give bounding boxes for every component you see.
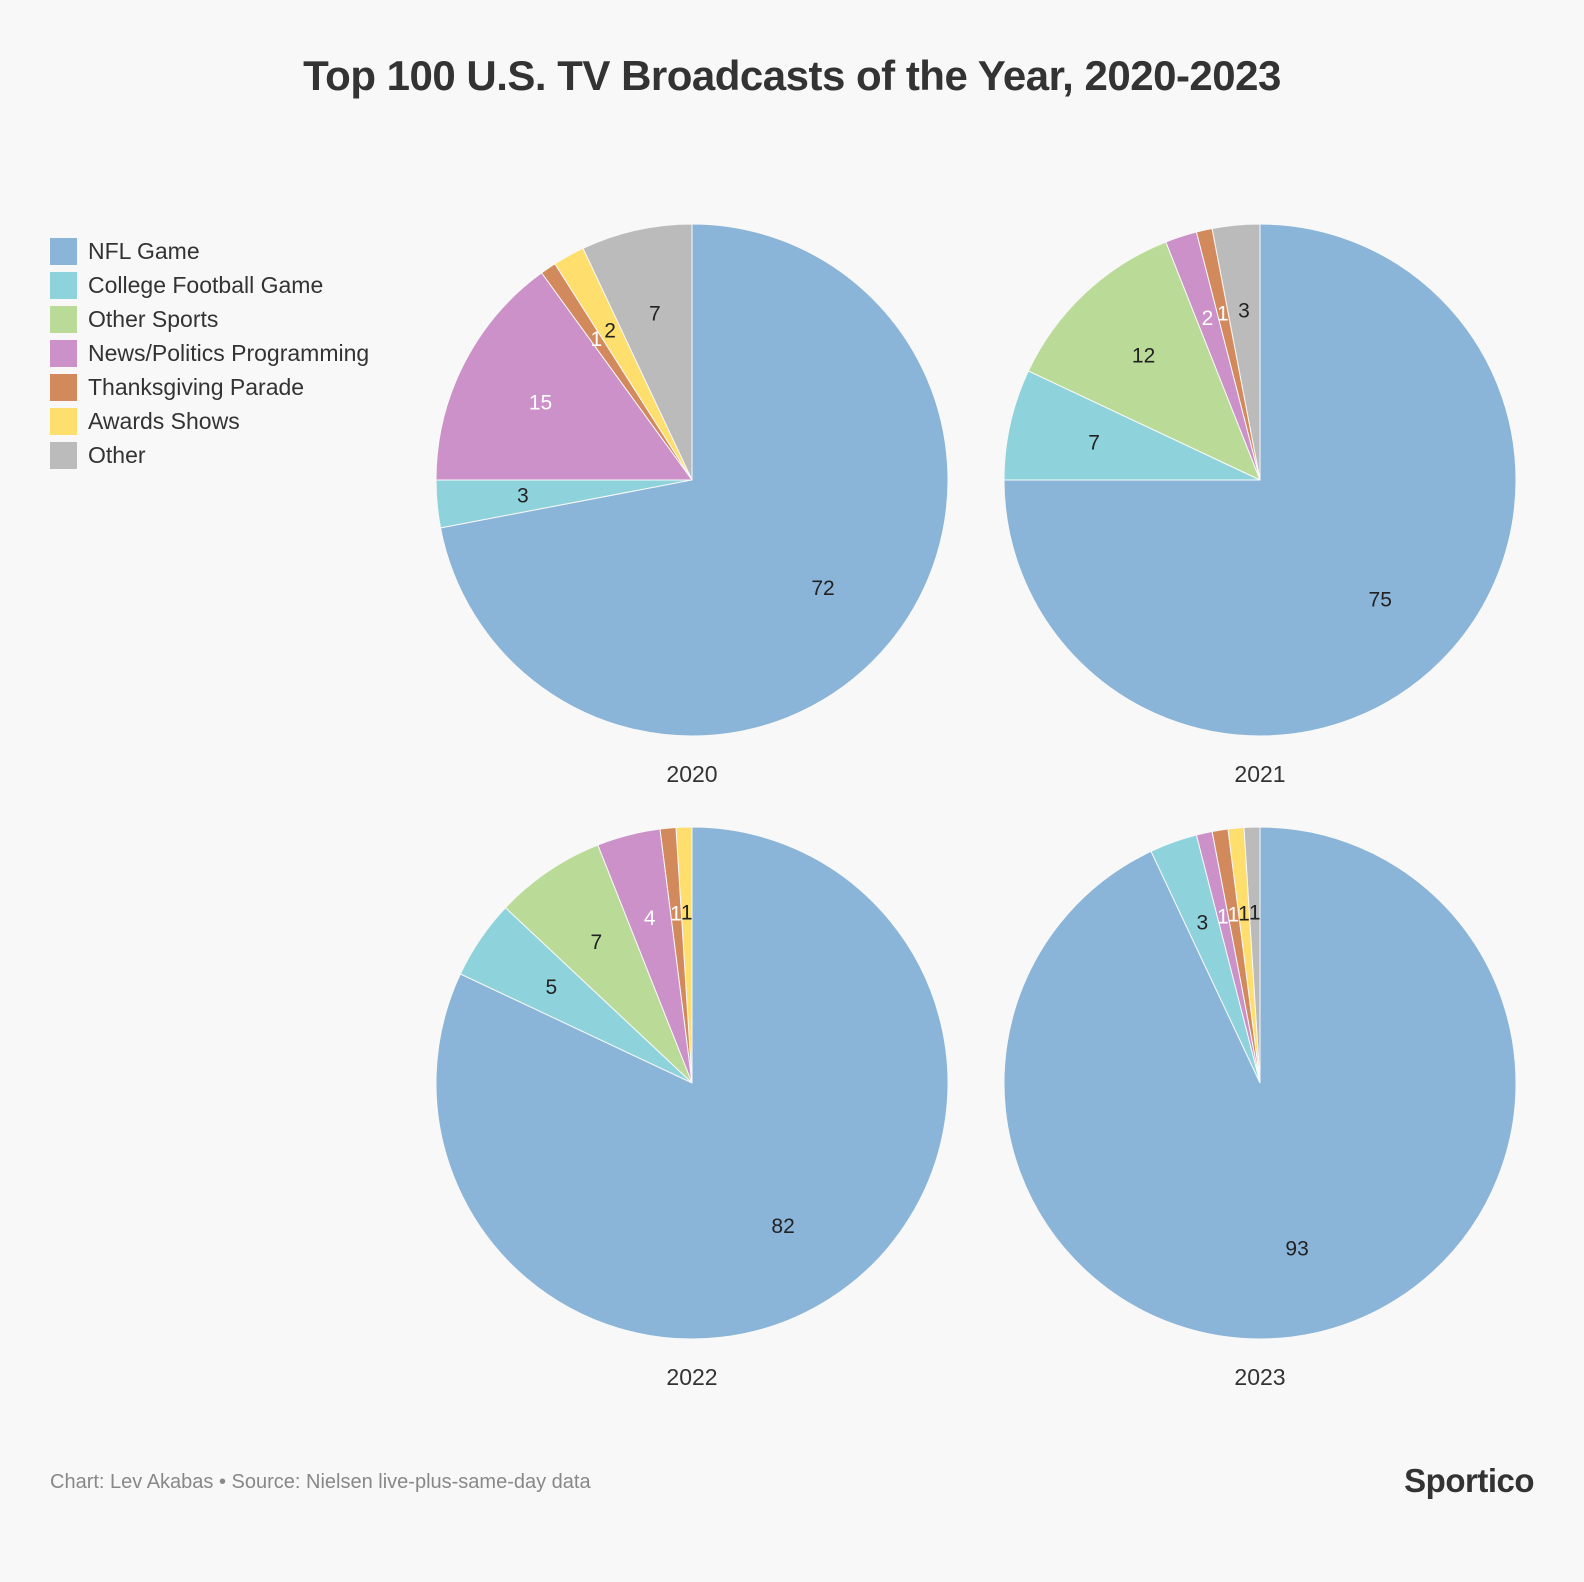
pie-year-label: 2022 [666, 1364, 717, 1390]
data-label: 5 [546, 976, 558, 999]
data-label: 3 [1238, 299, 1250, 322]
legend-label: Awards Shows [88, 407, 240, 434]
data-label: 1 [681, 902, 693, 925]
data-label: 1 [591, 328, 603, 351]
pie-slice-other-sports [504, 844, 693, 1084]
legend-label: Thanksgiving Parade [88, 373, 305, 400]
legend-item-nfl-game: NFL Game [50, 234, 369, 268]
data-label: 4 [644, 907, 656, 930]
pie-slice-nfl-game [1003, 826, 1517, 1340]
legend-label: News/Politics Programming [88, 339, 370, 366]
data-label: 3 [1197, 912, 1209, 935]
legend-swatch [50, 441, 77, 469]
legend-item-college-football-game: College Football Game [50, 268, 369, 302]
data-label: 15 [529, 391, 552, 414]
pie-year-label: 2021 [1234, 761, 1285, 787]
pie-slice-nfl-game [435, 826, 949, 1340]
pie-slice-news-politics-programming [435, 272, 693, 481]
data-label: 7 [649, 303, 661, 326]
legend: NFL Game College Football Game Other Sport… [50, 234, 369, 472]
pie-slice-nfl-game [439, 223, 949, 737]
data-label: 1 [1217, 303, 1229, 326]
legend-item-other-sports: Other Sports [50, 302, 369, 336]
legend-swatch [50, 305, 77, 333]
brand-logo: Sportico [1404, 1462, 1534, 1499]
source-credit: Chart: Lev Akabas • Source: Nielsen live… [50, 1471, 591, 1493]
data-label: 7 [591, 931, 603, 954]
legend-item-awards-shows: Awards Shows [50, 404, 369, 438]
data-label: 1 [1228, 904, 1240, 927]
legend-swatch [50, 237, 77, 265]
legend-label: Other [88, 441, 146, 468]
chart-title: Top 100 U.S. TV Broadcasts of the Year, … [303, 52, 1281, 99]
data-label: 3 [517, 485, 529, 508]
pie-slice-other-sports [1027, 241, 1261, 481]
legend-swatch [50, 407, 77, 435]
legend-swatch [50, 339, 77, 367]
legend-label: NFL Game [88, 237, 200, 264]
legend-swatch [50, 373, 77, 401]
data-label: 1 [670, 902, 682, 925]
data-label: 93 [1285, 1237, 1308, 1260]
pie-slice-other [582, 223, 693, 481]
legend-item-thanksgiving-parade: Thanksgiving Parade [50, 370, 369, 404]
legend-item-news-politics-programming: News/Politics Programming [50, 336, 369, 370]
legend-swatch [50, 271, 77, 299]
data-label: 75 [1369, 589, 1392, 612]
pie-slice-college-football-game [1003, 370, 1261, 481]
data-label: 1 [1238, 902, 1250, 925]
data-label: 2 [1202, 307, 1214, 330]
data-label: 7 [1088, 431, 1100, 454]
legend-label: College Football Game [88, 271, 324, 298]
data-label: 1 [1249, 902, 1261, 925]
data-label: 2 [604, 320, 616, 343]
data-label: 1 [1217, 906, 1229, 929]
legend-item-other: Other [50, 438, 369, 472]
data-label: 82 [771, 1215, 794, 1238]
data-label: 12 [1132, 345, 1155, 368]
legend-label: Other Sports [88, 305, 219, 332]
pie-year-label: 2020 [666, 761, 717, 787]
data-label: 72 [811, 577, 834, 600]
pie-year-label: 2023 [1234, 1364, 1285, 1390]
pie-slice-nfl-game [1003, 223, 1517, 737]
